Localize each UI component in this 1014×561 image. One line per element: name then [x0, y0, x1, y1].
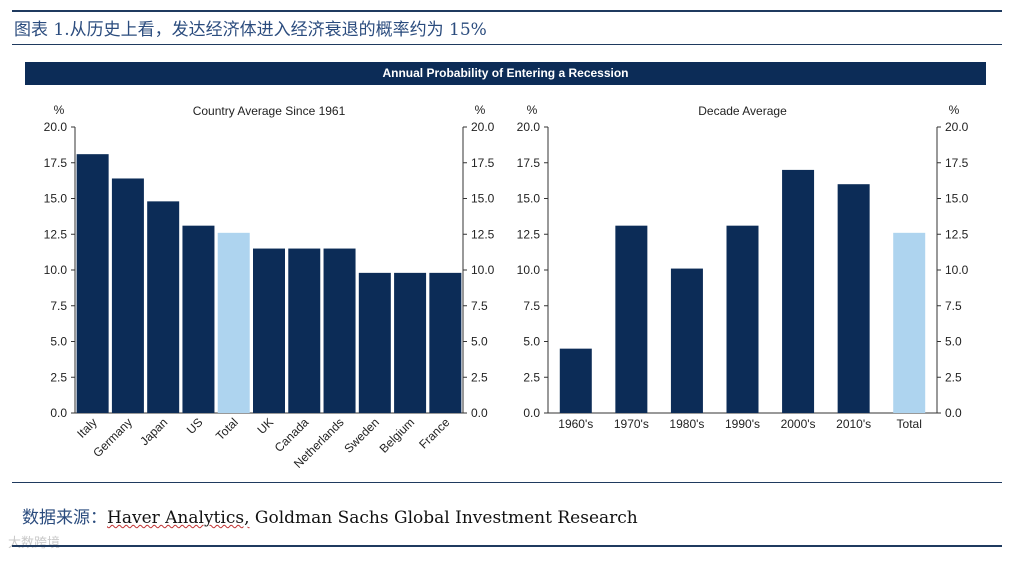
decade-tick-label-left: 7.5	[523, 299, 540, 313]
country-tick-label-right: 5.0	[471, 335, 488, 349]
country-bar-japan	[147, 201, 180, 413]
country-tick-label-left: 12.5	[44, 227, 68, 241]
source-goldman: Goldman Sachs Global Investment Research	[249, 508, 638, 528]
decade-tick-label-right: 0.0	[945, 406, 962, 420]
country-category-label: US	[184, 415, 206, 437]
decade-tick-label-right: 15.0	[945, 192, 969, 206]
decade-tick-label-left: 12.5	[517, 227, 541, 241]
country-tick-label-right: 7.5	[471, 299, 488, 313]
decade-tick-label-left: 2.5	[523, 370, 540, 384]
decade-bar-1990s	[726, 225, 759, 413]
country-category-label: UK	[254, 415, 276, 437]
country-unit-right: %	[475, 103, 486, 117]
figure-caption: 图表 1.从历史上看，发达经济体进入经济衰退的概率约为 15%	[14, 20, 487, 40]
country-bar-total	[217, 232, 250, 413]
decade-bar-1980s	[670, 268, 703, 413]
country-tick-label-right: 20.0	[471, 120, 495, 134]
bottom-rule	[12, 545, 1002, 547]
decade-tick-label-right: 10.0	[945, 263, 969, 277]
source-label: 数据来源：	[22, 508, 107, 528]
decade-category-label: Total	[897, 417, 922, 431]
decade-category-label: 2000's	[781, 417, 816, 431]
country-unit-left: %	[54, 103, 65, 117]
decade-tick-label-right: 2.5	[945, 370, 962, 384]
country-tick-label-left: 10.0	[44, 263, 68, 277]
decade-bar-1960s	[559, 348, 592, 413]
decade-tick-label-left: 10.0	[517, 263, 541, 277]
decade-tick-label-right: 5.0	[945, 335, 962, 349]
watermark-text: 大数跨境	[8, 535, 61, 550]
country-chart-title: Country Average Since 1961	[193, 104, 346, 118]
decade-category-label: 1970's	[614, 417, 649, 431]
country-tick-label-right: 0.0	[471, 406, 488, 420]
decade-tick-label-left: 17.5	[517, 156, 541, 170]
decade-tick-label-left: 5.0	[523, 335, 540, 349]
country-bar-us	[182, 225, 215, 413]
country-tick-label-left: 2.5	[50, 370, 67, 384]
decade-category-label: 1980's	[669, 417, 704, 431]
decade-tick-label-right: 17.5	[945, 156, 969, 170]
country-category-label: Germany	[90, 415, 135, 460]
country-category-label: Sweden	[341, 415, 382, 456]
country-tick-label-left: 17.5	[44, 156, 68, 170]
decade-tick-label-right: 7.5	[945, 299, 962, 313]
country-category-label: Belgium	[377, 415, 418, 456]
country-tick-label-right: 10.0	[471, 263, 495, 277]
country-bar-netherlands	[323, 248, 356, 413]
decade-chart-title: Decade Average	[698, 104, 787, 118]
decade-tick-label-right: 12.5	[945, 227, 969, 241]
decade-tick-label-left: 15.0	[517, 192, 541, 206]
decade-bar-1970s	[615, 225, 648, 413]
country-bar-italy	[76, 154, 109, 414]
source-haver: Haver Analytics,	[107, 508, 250, 528]
decade-unit-left: %	[527, 103, 538, 117]
source-note: 数据来源：Haver Analytics, Goldman Sachs Glob…	[22, 503, 638, 528]
country-category-label: Total	[213, 415, 241, 443]
chart-banner-title: Annual Probability of Entering a Recessi…	[25, 62, 986, 85]
country-tick-label-right: 12.5	[471, 227, 495, 241]
country-tick-label-left: 7.5	[50, 299, 67, 313]
country-category-label: Italy	[74, 415, 99, 440]
country-bar-canada	[288, 248, 321, 413]
country-tick-label-left: 15.0	[44, 192, 68, 206]
country-bar-germany	[111, 178, 144, 413]
country-tick-label-left: 0.0	[50, 406, 67, 420]
decade-bar-2010s	[837, 184, 870, 413]
decade-tick-label-left: 0.0	[523, 406, 540, 420]
country-tick-label-right: 15.0	[471, 192, 495, 206]
top-rule	[12, 10, 1002, 12]
decade-category-label: 1990's	[725, 417, 760, 431]
country-tick-label-left: 5.0	[50, 335, 67, 349]
decade-tick-label-right: 20.0	[945, 120, 969, 134]
decade-unit-right: %	[949, 103, 960, 117]
country-bar-sweden	[358, 272, 391, 413]
country-category-label: Japan	[137, 415, 170, 448]
decade-bar-2000s	[782, 169, 815, 413]
decade-bar-total	[893, 232, 926, 413]
caption-divider	[12, 44, 1002, 45]
decade-tick-label-left: 20.0	[517, 120, 541, 134]
decade-category-label: 2010's	[836, 417, 871, 431]
country-bar-uk	[253, 248, 285, 413]
country-tick-label-left: 20.0	[44, 120, 68, 134]
country-bar-belgium	[394, 272, 427, 413]
source-divider	[12, 482, 1002, 483]
decade-category-label: 1960's	[558, 417, 593, 431]
country-category-label: France	[416, 415, 453, 452]
country-bar-france	[429, 272, 462, 413]
country-tick-label-right: 17.5	[471, 156, 495, 170]
country-tick-label-right: 2.5	[471, 370, 488, 384]
